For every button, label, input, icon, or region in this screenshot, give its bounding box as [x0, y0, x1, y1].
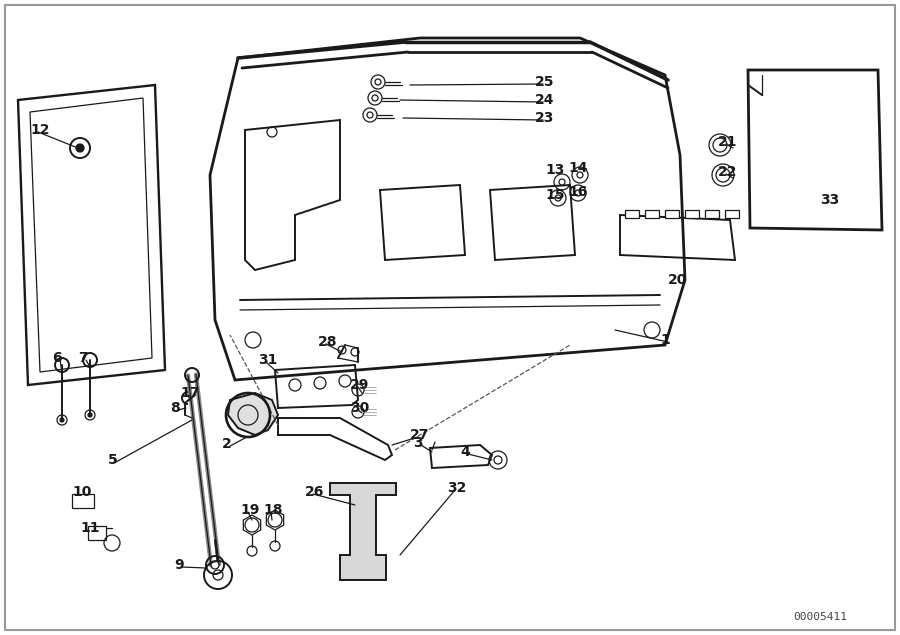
- Text: 26: 26: [305, 485, 324, 499]
- Text: 22: 22: [718, 165, 737, 179]
- Circle shape: [375, 79, 381, 85]
- FancyBboxPatch shape: [72, 494, 94, 508]
- Polygon shape: [705, 210, 719, 218]
- Text: 28: 28: [318, 335, 338, 349]
- Text: 21: 21: [718, 135, 737, 149]
- Circle shape: [559, 179, 565, 185]
- Circle shape: [575, 190, 581, 196]
- Text: 9: 9: [174, 558, 184, 572]
- Circle shape: [367, 112, 373, 118]
- Circle shape: [88, 413, 92, 417]
- Text: 14: 14: [568, 161, 588, 175]
- Text: 7: 7: [78, 351, 87, 365]
- Polygon shape: [725, 210, 739, 218]
- Polygon shape: [645, 210, 659, 218]
- Text: 18: 18: [263, 503, 283, 517]
- Text: 12: 12: [30, 123, 50, 137]
- Text: 4: 4: [460, 445, 470, 459]
- Circle shape: [372, 95, 378, 101]
- Polygon shape: [625, 210, 639, 218]
- Text: 3: 3: [413, 436, 423, 450]
- Text: 5: 5: [108, 453, 118, 467]
- Text: 23: 23: [535, 111, 554, 125]
- Text: 30: 30: [350, 401, 369, 415]
- Text: 2: 2: [222, 437, 232, 451]
- Text: 13: 13: [545, 163, 564, 177]
- Text: 24: 24: [535, 93, 554, 107]
- Text: 32: 32: [447, 481, 466, 495]
- Text: 31: 31: [258, 353, 277, 367]
- Polygon shape: [665, 210, 679, 218]
- FancyBboxPatch shape: [88, 526, 106, 540]
- Polygon shape: [330, 483, 396, 580]
- Circle shape: [60, 418, 64, 422]
- Text: 6: 6: [52, 351, 61, 365]
- Text: 16: 16: [568, 185, 588, 199]
- Text: 33: 33: [820, 193, 839, 207]
- Text: 17: 17: [180, 386, 200, 400]
- Text: 15: 15: [545, 188, 564, 202]
- Text: 00005411: 00005411: [793, 612, 847, 622]
- Text: 20: 20: [668, 273, 688, 287]
- Circle shape: [494, 456, 502, 464]
- Text: 29: 29: [350, 378, 369, 392]
- Polygon shape: [685, 210, 699, 218]
- Text: 11: 11: [80, 521, 100, 535]
- Circle shape: [76, 144, 84, 152]
- Text: 8: 8: [170, 401, 180, 415]
- Polygon shape: [228, 393, 278, 435]
- Text: 1: 1: [660, 333, 670, 347]
- Circle shape: [211, 561, 219, 569]
- Text: 25: 25: [535, 75, 554, 89]
- Circle shape: [577, 172, 583, 178]
- Circle shape: [555, 195, 561, 201]
- Text: 19: 19: [240, 503, 259, 517]
- Text: 10: 10: [72, 485, 92, 499]
- Text: 27: 27: [410, 428, 429, 442]
